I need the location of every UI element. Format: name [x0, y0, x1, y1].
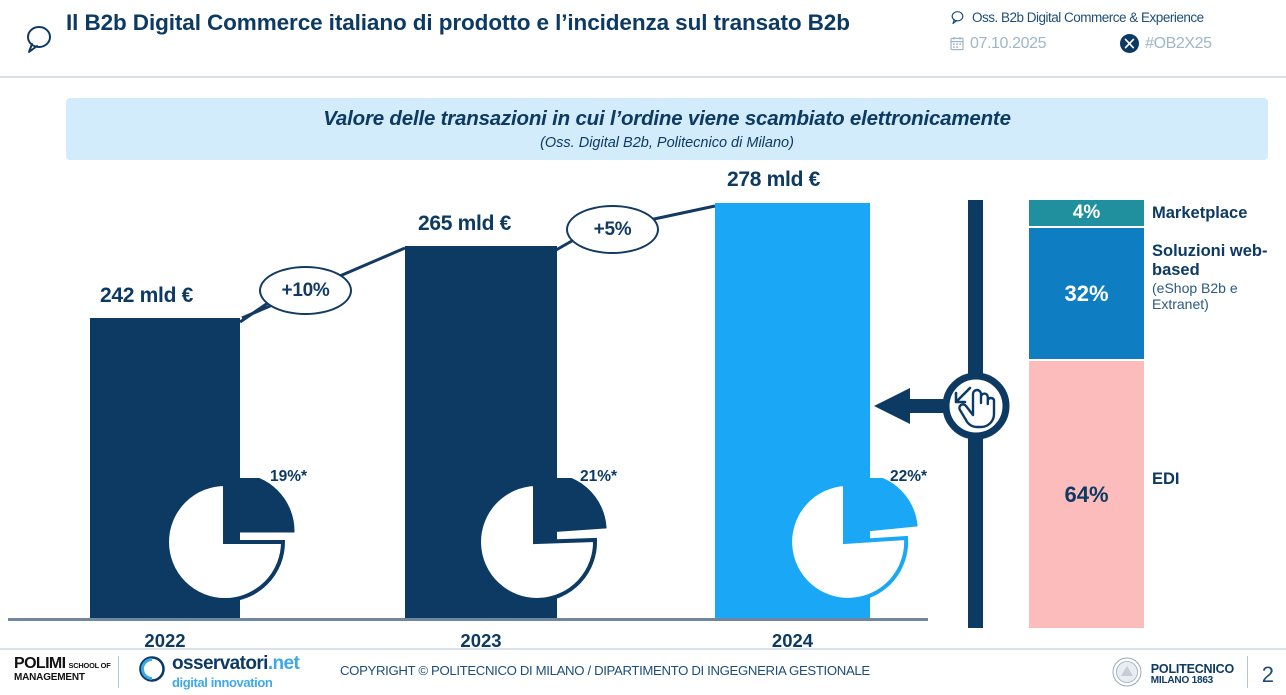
speech-bubble-small-icon — [950, 10, 965, 25]
speech-bubble-icon — [22, 22, 56, 56]
page-number: 2 — [1261, 662, 1274, 687]
segment-value-edi: 64% — [1064, 481, 1109, 507]
page-title: Il B2b Digital Commerce italiano di prod… — [66, 10, 850, 35]
osservatori-tagline: digital innovation — [172, 675, 273, 690]
segment-value-web-based: 32% — [1064, 280, 1109, 306]
politecnico-line2: MILANO 1863 — [1150, 674, 1214, 686]
osservatori-logo: osservatori.net digital innovation — [138, 653, 300, 690]
politecnico-milano-logo: POLITECNICO MILANO 1863 — [1111, 656, 1234, 693]
date-hashtag-row: 07.10.2025 #OB2X25 — [950, 34, 1272, 53]
segment-edi: 64% — [1029, 361, 1144, 628]
pie-label-2023: 21%* — [580, 468, 618, 485]
slide-footer: POLIMI SCHOOL OF MANAGEMENT osservatori.… — [0, 648, 1286, 695]
bar-value-label-2024: 278 mld € — [727, 168, 821, 191]
osservatori-circle-icon — [138, 655, 166, 688]
pie-chart-2022 — [165, 478, 295, 602]
breakdown-stacked-bar: 4% 32% 64% — [1029, 200, 1144, 628]
polimi-logo-main: POLIMI — [14, 655, 66, 672]
legend-sub-web-based: (eShop B2b e Extranet) — [1152, 279, 1238, 313]
banner-subtitle: (Oss. Digital B2b, Politecnico di Milano… — [540, 135, 794, 151]
header-meta: Oss. B2b Digital Commerce & Experience — [942, 10, 1272, 53]
footer-divider-1 — [118, 656, 119, 688]
banner-title: Valore delle transazioni in cui l’ordine… — [323, 107, 1011, 130]
chart-banner: Valore delle transazioni in cui l’ordine… — [66, 98, 1268, 160]
event-date: 07.10.2025 — [970, 34, 1047, 52]
polimi-som-logo: POLIMI SCHOOL OF MANAGEMENT — [14, 656, 111, 683]
politecnico-line1: POLITECNICO — [1150, 661, 1234, 676]
segment-value-marketplace: 4% — [1072, 202, 1101, 223]
segment-marketplace: 4% — [1029, 200, 1144, 226]
osservatori-tld: .net — [267, 653, 300, 674]
observatory-row: Oss. B2b Digital Commerce & Experience — [950, 10, 1272, 25]
pie-chart-2023 — [477, 478, 607, 602]
polimi-logo-sub2: MANAGEMENT — [14, 671, 85, 683]
year-label-2024: 2024 — [771, 630, 814, 651]
event-hashtag: #OB2X25 — [1145, 34, 1212, 52]
copyright-text: COPYRIGHT © POLITECNICO DI MILANO / DIPA… — [340, 663, 870, 678]
legend-title-marketplace: Marketplace — [1152, 204, 1248, 222]
chart-area: 242 mld € 265 mld € 278 mld € +10% +5% 1… — [0, 160, 1286, 651]
chart-axis-line — [8, 618, 928, 621]
slide-header: Il B2b Digital Commerce italiano di prod… — [0, 0, 1286, 78]
legend-title-web-based: Soluzioni web-based — [1152, 242, 1268, 279]
x-twitter-icon[interactable] — [1120, 34, 1140, 53]
bar-value-label-2023: 265 mld € — [418, 212, 512, 235]
growth-bubble-2023-2024: +5% — [566, 205, 659, 254]
growth-bubble-2022-2023: +10% — [259, 266, 352, 315]
polimi-logo-sub1: SCHOOL OF — [68, 661, 111, 670]
legend-title-edi: EDI — [1152, 470, 1180, 488]
legend-marketplace: Marketplace — [1152, 204, 1247, 223]
pie-label-2022: 19%* — [270, 468, 308, 485]
segment-web-based: 32% — [1029, 228, 1144, 359]
year-label-2023: 2023 — [460, 630, 502, 651]
pie-chart-2024 — [788, 478, 918, 602]
year-label-2022: 2022 — [144, 630, 186, 651]
politecnico-seal-icon — [1111, 656, 1143, 693]
osservatori-name: osservatori — [172, 653, 268, 674]
legend-edi: EDI — [1152, 470, 1180, 489]
footer-divider-2 — [1247, 656, 1248, 688]
pie-label-2024: 22%* — [890, 468, 928, 485]
touch-hand-icon[interactable] — [940, 370, 1012, 442]
calendar-icon — [950, 36, 964, 51]
legend-web-based: Soluzioni web-based (eShop B2b e Extrane… — [1152, 242, 1280, 313]
bar-value-label-2022: 242 mld € — [100, 284, 194, 307]
observatory-name: Oss. B2b Digital Commerce & Experience — [972, 10, 1204, 25]
